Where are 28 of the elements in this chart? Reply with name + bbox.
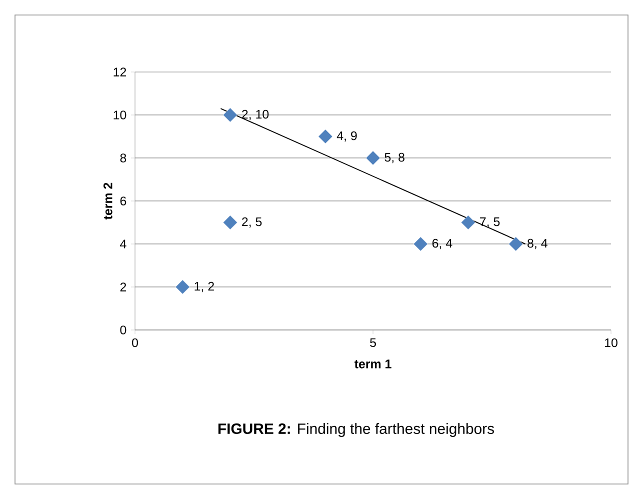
x-tick-label: 10: [605, 338, 618, 348]
x-tick-label: 0: [132, 338, 138, 348]
point: [413, 236, 428, 252]
y-tick-label: 4: [120, 240, 126, 248]
x-axis-title: term 1: [354, 360, 392, 368]
data-label: 2, 5: [242, 217, 262, 228]
y-axis-title: term 2: [103, 182, 112, 220]
data-label: 4, 9: [336, 131, 357, 142]
y-tick-label: 12: [114, 68, 126, 76]
point: [222, 215, 238, 230]
text: FIGURE 2: Finding the farthest neighbors: [218, 423, 494, 437]
y-tick-label: 0: [120, 326, 126, 334]
point: [366, 150, 380, 166]
y-tick-label: 8: [120, 154, 126, 162]
point: [175, 280, 190, 294]
x-tick-label: 5: [370, 338, 376, 348]
data-label: 1, 2: [194, 282, 214, 292]
y-tick-label: 6: [120, 196, 126, 206]
y-tick-label: 10: [114, 110, 126, 120]
point: [222, 108, 238, 122]
data-label: 8, 4: [528, 238, 548, 250]
data-label: 6, 4: [432, 238, 452, 250]
data-label: 2, 10: [242, 110, 269, 120]
point: [508, 236, 524, 252]
point: [460, 215, 476, 230]
data-label: 5, 8: [384, 152, 404, 164]
point: [318, 129, 333, 144]
y-tick-label: 2: [120, 282, 126, 292]
